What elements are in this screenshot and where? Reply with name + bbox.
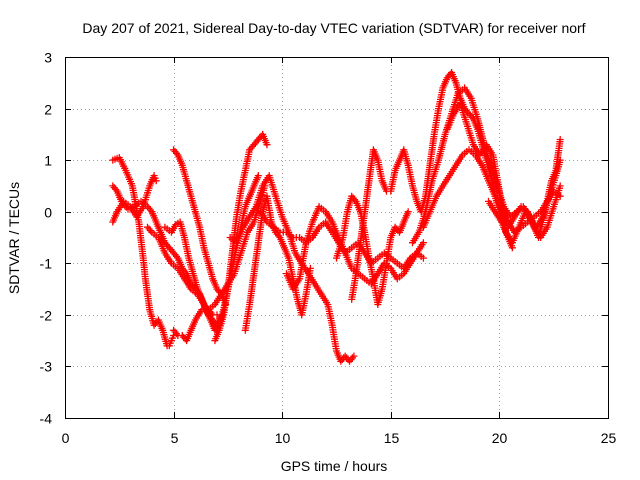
y-tick-label: -1 <box>40 256 53 272</box>
series-sat-a <box>109 154 178 350</box>
data-point <box>419 239 427 247</box>
series-sat-e <box>170 146 230 308</box>
x-tick-label: 20 <box>492 430 508 446</box>
y-tick-label: 2 <box>44 102 52 118</box>
y-tick-label: -3 <box>40 359 53 375</box>
data-point <box>306 264 314 272</box>
axis-ticks <box>65 57 609 419</box>
data-point <box>263 141 271 149</box>
series-sat-s <box>485 182 564 241</box>
series-sat-n <box>348 146 390 303</box>
series-sat-h <box>211 130 271 345</box>
x-tick-label: 15 <box>384 430 400 446</box>
y-tick-label: 3 <box>44 50 52 66</box>
data-point <box>404 208 412 216</box>
chart-title: Day 207 of 2021, Sidereal Day-to-day VTE… <box>82 20 585 36</box>
data-point <box>152 177 160 185</box>
series-sat-l <box>283 203 427 293</box>
data-point <box>254 172 262 180</box>
data-point <box>419 254 427 262</box>
x-tick-label: 0 <box>62 430 70 446</box>
data-point <box>556 136 564 143</box>
data-point <box>350 352 358 360</box>
y-axis-label: SDTVAR / TECUs <box>6 182 22 294</box>
data-marks <box>109 69 564 365</box>
x-tick-label: 5 <box>171 430 179 446</box>
y-tick-label: -4 <box>40 411 53 427</box>
data-point <box>556 182 564 190</box>
x-tick-label: 25 <box>601 430 617 446</box>
y-tick-labels: -4 -3 -2 -1 0 1 2 3 <box>40 50 53 427</box>
series-sat-c <box>109 172 160 226</box>
x-axis-label: GPS time / hours <box>281 458 388 474</box>
series-sat-j <box>241 192 314 334</box>
y-tick-label: -2 <box>40 308 53 324</box>
y-tick-label: 0 <box>44 205 52 221</box>
y-tick-label: 1 <box>44 153 52 169</box>
plot-frame <box>65 57 609 419</box>
x-tick-labels: 0 5 10 15 20 25 <box>62 430 617 446</box>
x-tick-label: 10 <box>275 430 291 446</box>
